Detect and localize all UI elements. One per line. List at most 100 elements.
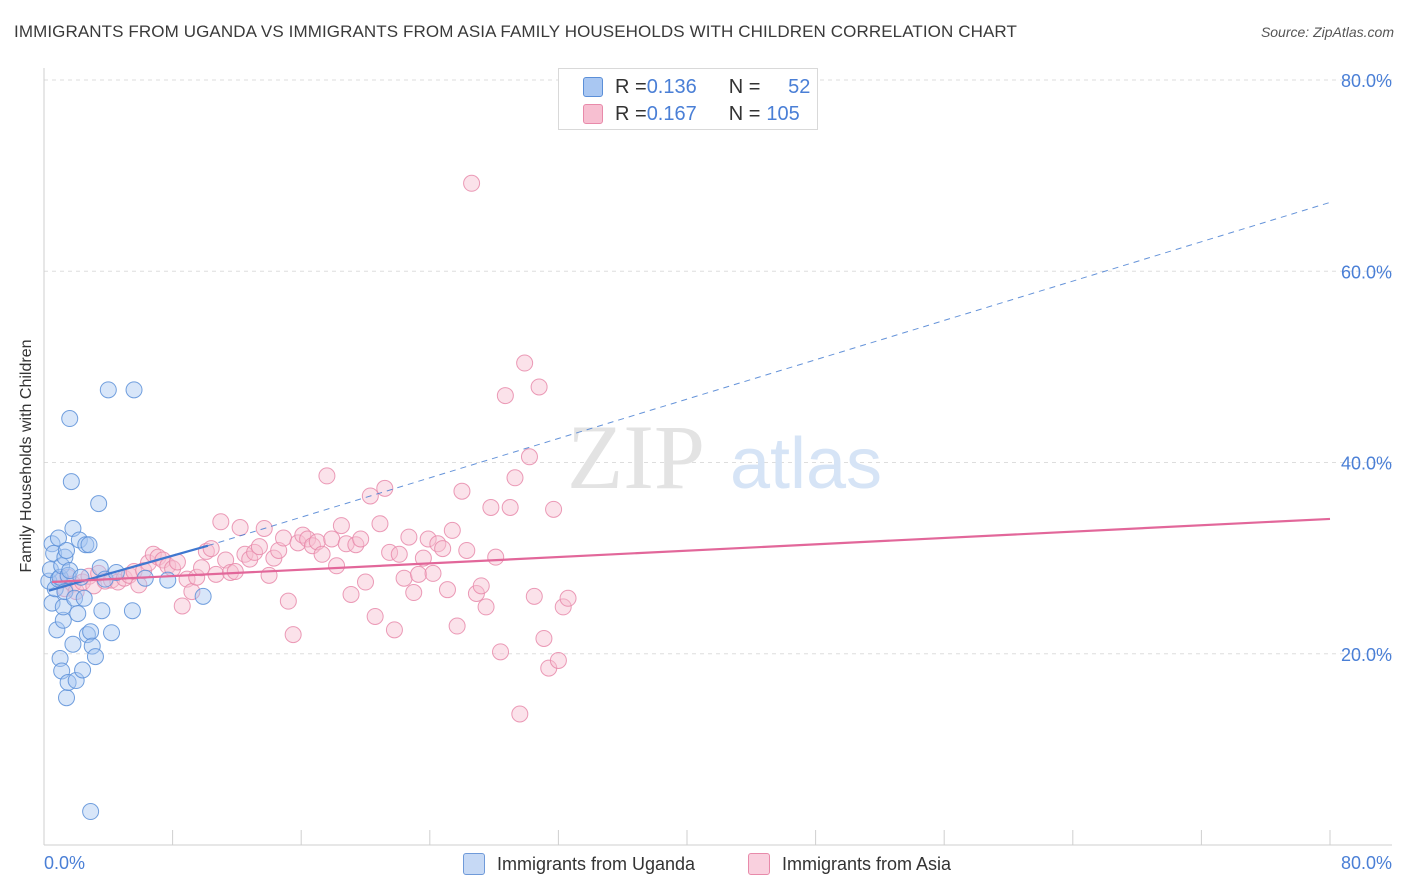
asia-point xyxy=(400,528,418,546)
asia-point xyxy=(559,589,577,607)
asia-point xyxy=(448,617,466,635)
uganda-point xyxy=(58,689,76,707)
asia-point xyxy=(516,354,534,372)
uganda-point xyxy=(43,594,61,612)
legend-item-uganda: Immigrants from Uganda xyxy=(463,853,695,875)
asia-point xyxy=(482,498,500,516)
asia-point xyxy=(434,540,452,558)
asia-point xyxy=(443,521,461,539)
asia-point xyxy=(342,585,360,603)
asia-point xyxy=(395,569,413,587)
asia-point xyxy=(405,584,423,602)
asia-point xyxy=(284,626,302,644)
uganda-point xyxy=(61,410,79,428)
uganda-point xyxy=(48,621,66,639)
asia-point xyxy=(318,467,336,485)
asia-point xyxy=(202,540,220,558)
asia-point xyxy=(554,598,572,616)
uganda-point xyxy=(56,548,74,566)
asia-point xyxy=(438,581,456,599)
uganda-point xyxy=(159,571,177,589)
y-tick-label: 20.0% xyxy=(1341,645,1392,665)
legend-swatch-uganda xyxy=(583,77,603,97)
y-tick-label: 80.0% xyxy=(1341,71,1392,91)
uganda-point xyxy=(62,473,80,491)
asia-point xyxy=(487,548,505,566)
uganda-point xyxy=(80,536,98,554)
legend-n-label: N = xyxy=(728,102,761,125)
asia-point xyxy=(366,607,384,625)
uganda-trend-extension xyxy=(207,201,1331,547)
x-tick-label: 80.0% xyxy=(1341,853,1392,873)
uganda-series xyxy=(40,381,212,821)
asia-point xyxy=(260,566,278,584)
legend-r-label: R = xyxy=(615,75,647,98)
asia-point xyxy=(492,643,510,661)
uganda-point xyxy=(67,672,85,690)
asia-point xyxy=(419,530,437,548)
asia-series xyxy=(53,174,577,723)
uganda-point xyxy=(64,635,82,653)
watermark-zip: ZIP xyxy=(567,406,705,508)
watermark-atlas: atlas xyxy=(730,424,882,504)
asia-point xyxy=(545,500,563,518)
legend-r-value: 0.136 xyxy=(646,75,697,98)
legend-item-asia: Immigrants from Asia xyxy=(748,853,951,875)
asia-point xyxy=(511,705,529,723)
legend-n-label: N = xyxy=(728,75,761,98)
uganda-point xyxy=(53,557,71,575)
asia-point xyxy=(313,545,331,563)
asia-point xyxy=(390,545,408,563)
legend-r-label: R = xyxy=(615,102,647,125)
axes xyxy=(43,68,1392,846)
asia-point xyxy=(250,538,268,556)
uganda-point xyxy=(82,803,100,821)
y-tick-label: 40.0% xyxy=(1341,454,1392,474)
uganda-point xyxy=(54,611,72,629)
asia-point xyxy=(424,564,442,582)
uganda-point xyxy=(74,661,92,679)
asia-point xyxy=(212,513,230,531)
legend-swatch-asia xyxy=(583,104,603,124)
uganda-point xyxy=(83,637,101,655)
source-label: Source: ZipAtlas.com xyxy=(1260,24,1394,40)
asia-point xyxy=(535,629,553,647)
uganda-point xyxy=(90,495,108,513)
legend-row-asia: R = 0.167 N = 105 xyxy=(583,102,816,126)
asia-point xyxy=(371,515,389,533)
asia-point xyxy=(328,557,346,575)
uganda-point xyxy=(45,544,63,562)
legend-swatch-uganda xyxy=(463,853,485,875)
asia-point xyxy=(530,378,548,396)
uganda-point xyxy=(103,624,121,642)
zipatlas-watermark: ZIP atlas xyxy=(567,406,882,508)
asia-point xyxy=(275,529,293,547)
series-legend: Immigrants from Uganda Immigrants from A… xyxy=(0,851,1406,879)
asia-point xyxy=(414,549,432,567)
asia-point xyxy=(549,651,567,669)
uganda-trend-line xyxy=(48,544,209,592)
uganda-point xyxy=(194,587,212,605)
chart-title: IMMIGRANTS FROM UGANDA VS IMMIGRANTS FRO… xyxy=(14,22,1017,41)
asia-point xyxy=(173,597,191,615)
asia-point xyxy=(410,565,428,583)
uganda-point xyxy=(123,602,141,620)
uganda-point xyxy=(49,529,67,547)
uganda-point xyxy=(125,381,143,399)
asia-point xyxy=(385,621,403,639)
tick-labels: 20.0% 40.0% 60.0% 80.0% 0.0% 80.0% xyxy=(44,71,1392,873)
asia-point xyxy=(463,174,481,192)
legend-r-value: 0.167 xyxy=(646,102,697,125)
uganda-point xyxy=(54,598,72,616)
asia-point xyxy=(144,545,162,563)
asia-point xyxy=(453,482,471,500)
asia-point xyxy=(246,543,264,561)
uganda-point xyxy=(82,623,100,641)
uganda-point xyxy=(93,602,111,620)
uganda-point xyxy=(58,541,76,559)
asia-point xyxy=(501,498,519,516)
asia-point xyxy=(429,535,447,553)
legend-label-uganda: Immigrants from Uganda xyxy=(497,853,696,874)
asia-point xyxy=(458,541,476,559)
uganda-point xyxy=(75,589,93,607)
